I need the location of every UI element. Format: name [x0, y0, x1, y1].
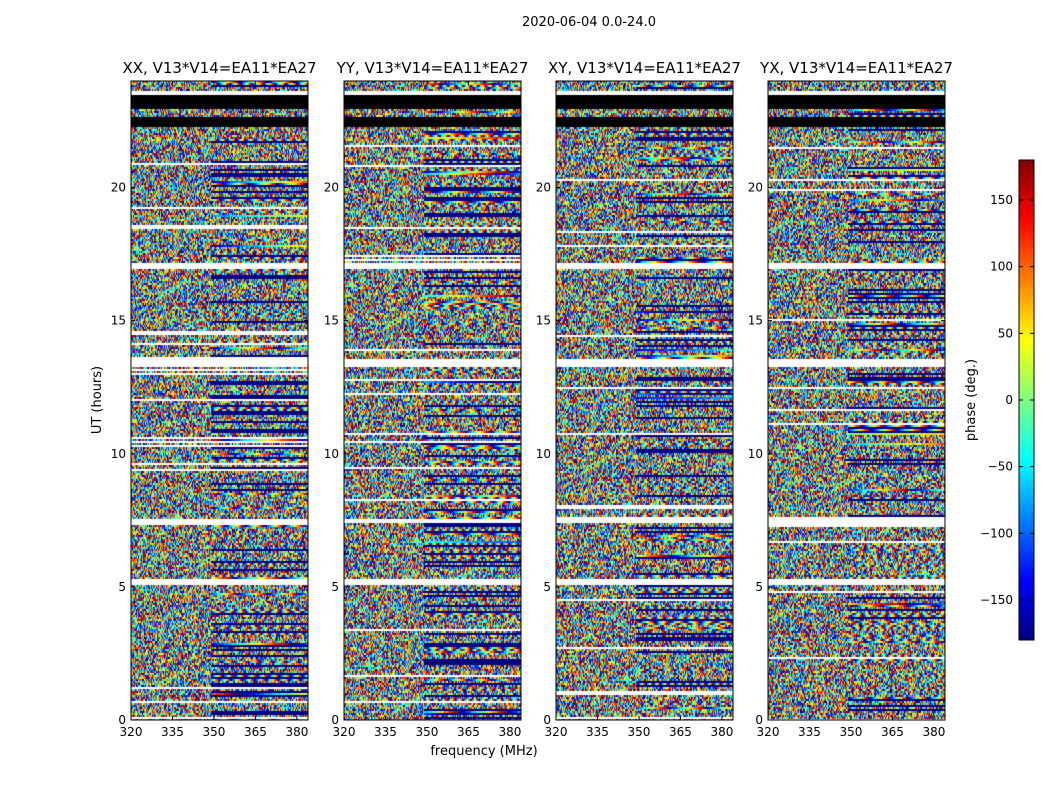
x-tick-label: 380 — [922, 725, 945, 739]
heatmap-panels: XX, V13*V14=EA11*EA27 320 335 350 365 380 0 5 10… — [111, 59, 953, 739]
x-tick-label: 320 — [120, 725, 143, 739]
panel-0: XX, V13*V14=EA11*EA27 320 335 350 365 380 0 5 10… — [111, 59, 317, 739]
y-tick-label: 20 — [536, 181, 551, 195]
panel-title: YY, V13*V14=EA11*EA27 — [336, 59, 529, 77]
y-tick-label: 0 — [331, 713, 339, 727]
x-tick-label: 380 — [498, 725, 521, 739]
x-axis-label: frequency (MHz) — [430, 744, 537, 759]
y-tick-label: 20 — [748, 181, 763, 195]
panel-1: YY, V13*V14=EA11*EA27 320 335 350 365 380 0 5 10… — [324, 59, 529, 739]
y-tick-label: 15 — [748, 314, 763, 328]
phase-heatmap-image — [344, 81, 521, 720]
panel-frame — [555, 80, 734, 721]
colorbar-tick-label: 100 — [990, 260, 1013, 274]
figure-title: 2020-06-04 0.0-24.0 — [522, 15, 656, 30]
y-tick-label: 10 — [536, 447, 551, 461]
x-tick-label: 380 — [285, 725, 308, 739]
y-tick-label: 20 — [324, 181, 339, 195]
panel-title: YX, V13*V14=EA11*EA27 — [759, 59, 953, 77]
x-tick-label: 335 — [374, 725, 397, 739]
x-tick-label: 320 — [333, 725, 356, 739]
y-tick-label: 10 — [748, 447, 763, 461]
x-tick-label: 320 — [757, 725, 780, 739]
phase-heatmap-image — [768, 81, 945, 720]
y-tick-label: 0 — [755, 713, 763, 727]
y-tick-label: 5 — [543, 580, 551, 594]
panel-3: YX, V13*V14=EA11*EA27 320 335 350 365 380 0 5 10… — [748, 59, 953, 739]
panel-title: XY, V13*V14=EA11*EA27 — [548, 59, 741, 77]
phase-heatmap-image — [131, 81, 308, 720]
panel-frame — [130, 80, 309, 721]
colorbar-ticks: 150 100 50 0 −50 −100 −150 — [980, 193, 1034, 607]
colorbar: 150 100 50 0 −50 −100 −150 phase (deg.) — [964, 159, 1035, 641]
x-tick-label: 335 — [798, 725, 821, 739]
x-tick-label: 365 — [457, 725, 480, 739]
panel-2: XY, V13*V14=EA11*EA27 320 335 350 365 380 0 5 10… — [536, 59, 741, 739]
colorbar-tick-label: 50 — [998, 326, 1013, 340]
x-tick-label: 365 — [244, 725, 267, 739]
y-axis-label: UT (hours) — [90, 366, 105, 434]
y-tick-label: 15 — [111, 314, 126, 328]
phase-heatmap-image — [556, 81, 733, 720]
y-tick-label: 10 — [324, 447, 339, 461]
x-tick-label: 350 — [203, 725, 226, 739]
y-tick-label: 10 — [111, 447, 126, 461]
colorbar-tick-label: −150 — [980, 593, 1013, 607]
y-tick-label: 5 — [331, 580, 339, 594]
panel-frame — [343, 80, 522, 721]
x-tick-label: 350 — [628, 725, 651, 739]
y-tick-label: 5 — [755, 580, 763, 594]
x-tick-label: 335 — [161, 725, 184, 739]
y-tick-label: 15 — [324, 314, 339, 328]
colorbar-label: phase (deg.) — [964, 359, 979, 441]
colorbar-tick-label: 0 — [1005, 393, 1013, 407]
y-tick-label: 20 — [111, 181, 126, 195]
y-tick-label: 5 — [118, 580, 126, 594]
colorbar-tick-label: −100 — [980, 526, 1013, 540]
x-tick-label: 350 — [840, 725, 863, 739]
y-tick-label: 0 — [118, 713, 126, 727]
y-tick-label: 0 — [543, 713, 551, 727]
panel-frame — [767, 80, 946, 721]
colorbar-tick-label: 150 — [990, 193, 1013, 207]
colorbar-tick-label: −50 — [988, 460, 1013, 474]
x-tick-label: 365 — [669, 725, 692, 739]
x-tick-label: 320 — [545, 725, 568, 739]
y-tick-label: 15 — [536, 314, 551, 328]
x-tick-label: 365 — [881, 725, 904, 739]
panel-title: XX, V13*V14=EA11*EA27 — [122, 59, 316, 77]
x-tick-label: 350 — [416, 725, 439, 739]
x-tick-label: 380 — [710, 725, 733, 739]
x-tick-label: 335 — [586, 725, 609, 739]
